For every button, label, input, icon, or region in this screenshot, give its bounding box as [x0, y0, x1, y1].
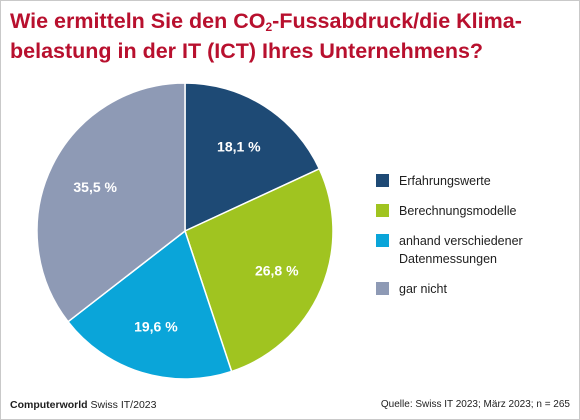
source-note: Quelle: Swiss IT 2023; März 2023; n = 26…: [380, 399, 570, 410]
legend: Erfahrungswerte Berechnungsmodelle anhand …: [376, 172, 559, 310]
pie-slice-gar-nicht: [36, 82, 186, 323]
legend-label: gar nicht: [399, 282, 447, 296]
legend-label: Berechnungsmodelle: [399, 204, 517, 218]
chart-title: Wie ermitteln Sie den CO2-Fussabdruck/di…: [10, 6, 570, 66]
title-line-2: belastung in der IT (ICT) Ihres Unterneh…: [10, 39, 484, 63]
legend-item-gar-nicht: gar nicht: [376, 280, 559, 298]
brand-name: Computerworld: [10, 399, 88, 411]
legend-swatch: [376, 282, 389, 295]
pie-slice-anhand-verschiedener-datenmessungen: [67, 229, 233, 380]
legend-label: anhand verschiedener Datenmessungen: [399, 234, 523, 266]
legend-label: Erfahrungswerte: [399, 174, 491, 188]
title-subscript: 2: [265, 20, 273, 34]
legend-swatch: [376, 234, 389, 247]
legend-swatch: [376, 204, 389, 217]
legend-item-erfahrungswerte: Erfahrungswerte: [376, 172, 559, 190]
legend-swatch: [376, 174, 389, 187]
pie-slice-berechnungsmodelle: [184, 167, 334, 373]
legend-item-anhand-verschiedener-datenmessungen: anhand verschiedener Datenmessungen: [376, 232, 559, 268]
pie-slice-erfahrungswerte: [184, 82, 321, 233]
slice-label-gar-nicht: 35,5 %: [73, 179, 117, 195]
slice-label-berechnungsmodelle: 26,8 %: [255, 263, 299, 279]
footer-credit: Computerworld Swiss IT/2023: [10, 399, 156, 411]
slice-label-anhand-verschiedener-datenmessungen: 19,6 %: [134, 319, 178, 335]
slice-label-erfahrungswerte: 18,1 %: [217, 139, 261, 155]
publication-name: Swiss IT/2023: [90, 399, 157, 411]
title-part-1: Wie ermitteln Sie den CO: [10, 9, 266, 33]
title-part-2: -Fussabdruck/die Klima-: [272, 9, 522, 33]
legend-item-berechnungsmodelle: Berechnungsmodelle: [376, 202, 559, 220]
